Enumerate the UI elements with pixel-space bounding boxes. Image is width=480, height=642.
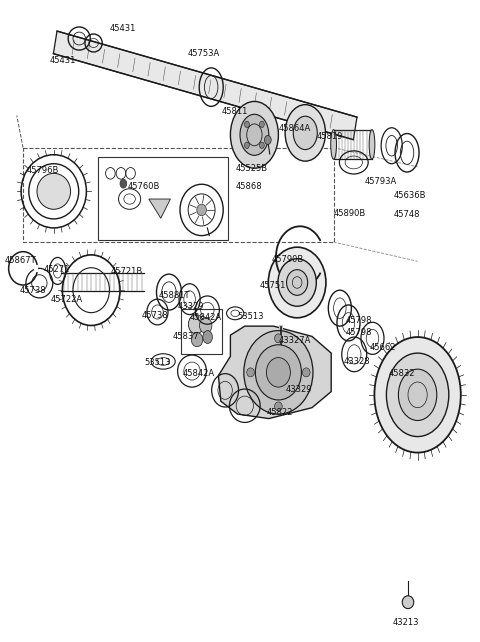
Ellipse shape: [266, 358, 290, 387]
Bar: [98, 157, 228, 240]
Text: 45798: 45798: [346, 316, 372, 325]
Text: 43329: 43329: [286, 385, 312, 394]
Text: 45662: 45662: [370, 343, 396, 352]
Ellipse shape: [244, 331, 313, 414]
Text: 45738: 45738: [142, 311, 168, 320]
Ellipse shape: [240, 114, 269, 155]
Text: 45753A: 45753A: [187, 49, 219, 58]
Text: 45636B: 45636B: [394, 191, 426, 200]
Ellipse shape: [287, 270, 308, 295]
Ellipse shape: [197, 204, 206, 216]
Text: 45842A: 45842A: [190, 313, 222, 322]
Ellipse shape: [369, 130, 375, 159]
Text: 45822: 45822: [266, 408, 293, 417]
Text: 45751: 45751: [259, 281, 286, 290]
Ellipse shape: [374, 337, 461, 453]
Text: 45837: 45837: [173, 332, 199, 341]
Ellipse shape: [244, 121, 249, 128]
Text: 45722A: 45722A: [50, 295, 83, 304]
Ellipse shape: [37, 173, 71, 209]
Ellipse shape: [247, 368, 254, 377]
Ellipse shape: [230, 101, 278, 168]
Ellipse shape: [260, 142, 264, 148]
Ellipse shape: [402, 596, 414, 609]
Ellipse shape: [191, 333, 203, 347]
Ellipse shape: [268, 247, 326, 318]
Text: 45868: 45868: [235, 182, 262, 191]
Ellipse shape: [398, 369, 437, 421]
Ellipse shape: [244, 142, 249, 148]
Text: 45867T: 45867T: [5, 256, 36, 265]
Text: 45890B: 45890B: [334, 209, 366, 218]
Ellipse shape: [264, 135, 271, 144]
Text: 45842A: 45842A: [182, 369, 215, 378]
Text: 45864A: 45864A: [278, 124, 311, 133]
Text: 45431: 45431: [49, 56, 75, 65]
Text: 43213: 43213: [392, 618, 419, 627]
Ellipse shape: [293, 116, 317, 150]
Text: 45811: 45811: [222, 107, 248, 116]
Ellipse shape: [278, 259, 316, 306]
Text: 45796B: 45796B: [26, 166, 59, 175]
Text: 45271: 45271: [43, 265, 70, 274]
Ellipse shape: [331, 130, 336, 159]
Text: 45721B: 45721B: [110, 267, 143, 276]
Text: 45738: 45738: [19, 286, 46, 295]
Text: 53513: 53513: [144, 358, 170, 367]
Text: 43329: 43329: [178, 302, 204, 311]
Ellipse shape: [255, 345, 301, 400]
Text: 45525B: 45525B: [235, 164, 267, 173]
Ellipse shape: [275, 402, 282, 411]
Ellipse shape: [260, 121, 264, 128]
Polygon shape: [34, 265, 38, 272]
Text: 45832: 45832: [389, 369, 415, 377]
Text: 45760B: 45760B: [127, 182, 159, 191]
Text: 45881T: 45881T: [158, 291, 190, 300]
Ellipse shape: [203, 331, 212, 343]
Text: 45819: 45819: [317, 132, 343, 141]
Text: 45431: 45431: [109, 24, 135, 33]
Text: 45798: 45798: [346, 328, 372, 337]
Text: 53513: 53513: [238, 312, 264, 321]
Ellipse shape: [275, 334, 282, 343]
Ellipse shape: [200, 318, 212, 333]
Polygon shape: [218, 326, 331, 419]
Text: 45790B: 45790B: [271, 255, 303, 264]
Polygon shape: [149, 199, 170, 218]
Ellipse shape: [386, 353, 449, 437]
Ellipse shape: [188, 315, 204, 334]
Bar: [181, 309, 222, 354]
Ellipse shape: [285, 105, 325, 161]
Text: 43327A: 43327A: [278, 336, 311, 345]
Text: 45748: 45748: [394, 210, 420, 219]
Ellipse shape: [302, 368, 310, 377]
Text: 43328: 43328: [343, 357, 370, 366]
Text: 45793A: 45793A: [365, 177, 397, 186]
Ellipse shape: [120, 179, 127, 188]
Polygon shape: [53, 31, 357, 140]
